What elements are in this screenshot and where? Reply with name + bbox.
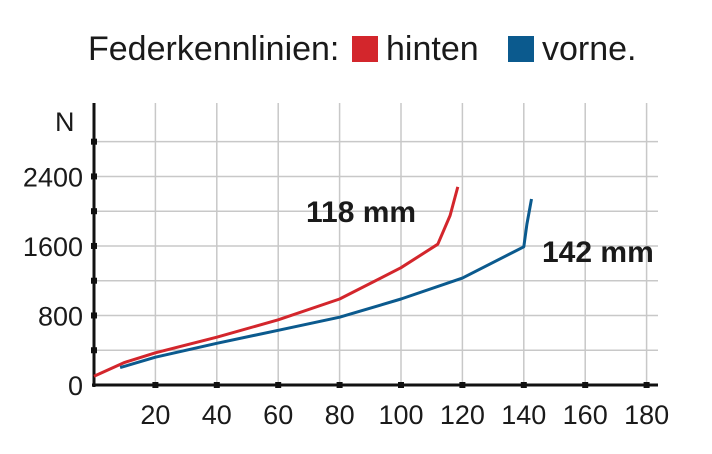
annotation-hinten: 118 mm [306, 196, 416, 229]
x-tick-label: 40 [202, 400, 232, 430]
y-tick-label: 1600 [23, 232, 83, 262]
x-tick-mark [520, 382, 527, 388]
y-tick-mark [91, 242, 97, 249]
x-tick-label: 160 [563, 400, 608, 430]
x-tick-label: 180 [624, 400, 669, 430]
series [93, 186, 533, 378]
y-tick-mark [91, 208, 97, 215]
x-tick-mark [336, 382, 343, 388]
x-tick-label: 20 [140, 400, 170, 430]
x-tick-mark [582, 382, 589, 388]
x-tick-mark [152, 382, 159, 388]
chart-title-text: Federkennlinien: [88, 30, 339, 68]
y-tick-mark [91, 312, 97, 319]
x-tick-label: 80 [325, 400, 355, 430]
y-tick-label: 0 [68, 371, 83, 401]
y-tick-mark [91, 173, 97, 180]
chart-title: Federkennlinien: hinten vorne. [88, 30, 637, 68]
legend-label-hinten: hinten [386, 30, 479, 68]
y-tick-label: 2400 [23, 162, 83, 192]
y-tick-mark [91, 138, 97, 145]
legend-swatch-hinten [352, 36, 378, 62]
x-tick-label: 60 [263, 400, 293, 430]
x-tick-mark [398, 382, 404, 388]
y-tick-mark [91, 347, 97, 354]
x-tick-label: 100 [378, 400, 423, 430]
x-tick-label: 120 [440, 400, 485, 430]
annotation-vorne: 142 mm [542, 236, 654, 269]
y-tick-mark [91, 277, 97, 284]
series-line-vorne [119, 198, 533, 370]
x-tick-mark [459, 382, 466, 388]
x-tick-mark [643, 382, 650, 388]
y-axis-label: N [55, 107, 75, 137]
x-tick-mark [213, 382, 220, 388]
axes: 20 40 60 80 100 120 140 160 180 0 800 1600 2400 [23, 103, 669, 430]
x-tick-mark [275, 382, 282, 388]
legend-swatch-vorne [508, 36, 534, 62]
x-tick-label: 140 [501, 400, 546, 430]
legend-label-vorne: vorne. [542, 30, 637, 68]
y-tick-label: 800 [38, 301, 83, 331]
series-line-hinten [93, 186, 460, 378]
